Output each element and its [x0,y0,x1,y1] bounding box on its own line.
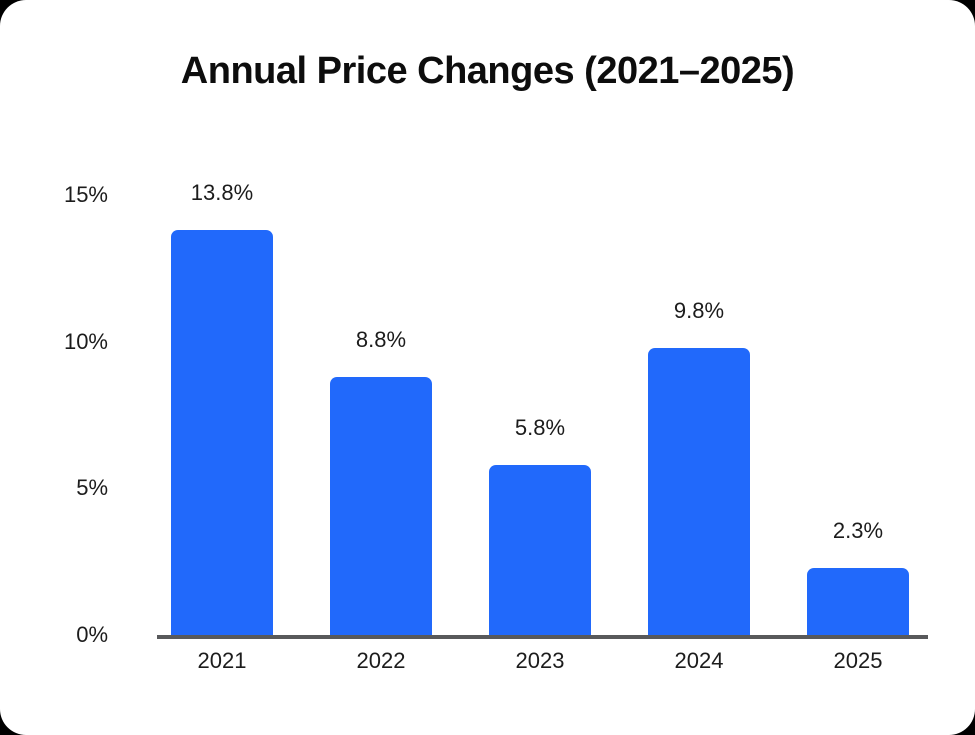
y-axis: 0% 5% 10% 15% [0,0,108,735]
x-tick-label: 2025 [833,648,883,673]
bar-group: 5.8% [489,414,591,635]
bar-value-label: 13.8% [190,180,254,206]
bar-group: 8.8% [330,326,432,635]
bar [171,230,273,635]
x-tick-label: 2022 [356,648,406,673]
bar [807,567,909,635]
x-axis-labels: 2021 2022 2023 2024 2025 [171,648,909,678]
bar-value-label: 5.8% [514,414,566,440]
x-tick-label: 2024 [674,648,724,673]
bar-value-label: 8.8% [355,326,407,352]
y-tick-label: 15% [63,182,108,207]
chart-title: Annual Price Changes (2021–2025) [180,50,795,92]
y-tick-label: 0% [76,622,108,647]
x-tick-label: 2021 [197,648,247,673]
bar [648,347,750,635]
bar [489,464,591,635]
bar-group: 2.3% [807,517,909,635]
bar-value-label: 9.8% [673,297,725,323]
bar-group: 13.8% [171,182,273,635]
y-tick-label: 5% [76,475,108,501]
bar [330,376,432,635]
bar-value-label: 2.3% [832,517,884,543]
y-tick-label: 10% [63,328,108,354]
x-tick-label: 2023 [515,648,565,673]
bar-group: 9.8% [648,297,750,635]
x-axis-line [157,635,928,639]
